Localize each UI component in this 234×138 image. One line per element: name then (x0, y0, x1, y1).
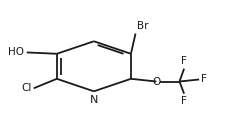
Text: N: N (90, 95, 98, 105)
Text: F: F (181, 96, 187, 106)
Text: F: F (201, 75, 207, 84)
Text: Cl: Cl (21, 83, 31, 93)
Text: Br: Br (137, 21, 148, 31)
Text: O: O (152, 76, 161, 87)
Text: F: F (181, 56, 187, 66)
Text: HO: HO (8, 47, 25, 57)
